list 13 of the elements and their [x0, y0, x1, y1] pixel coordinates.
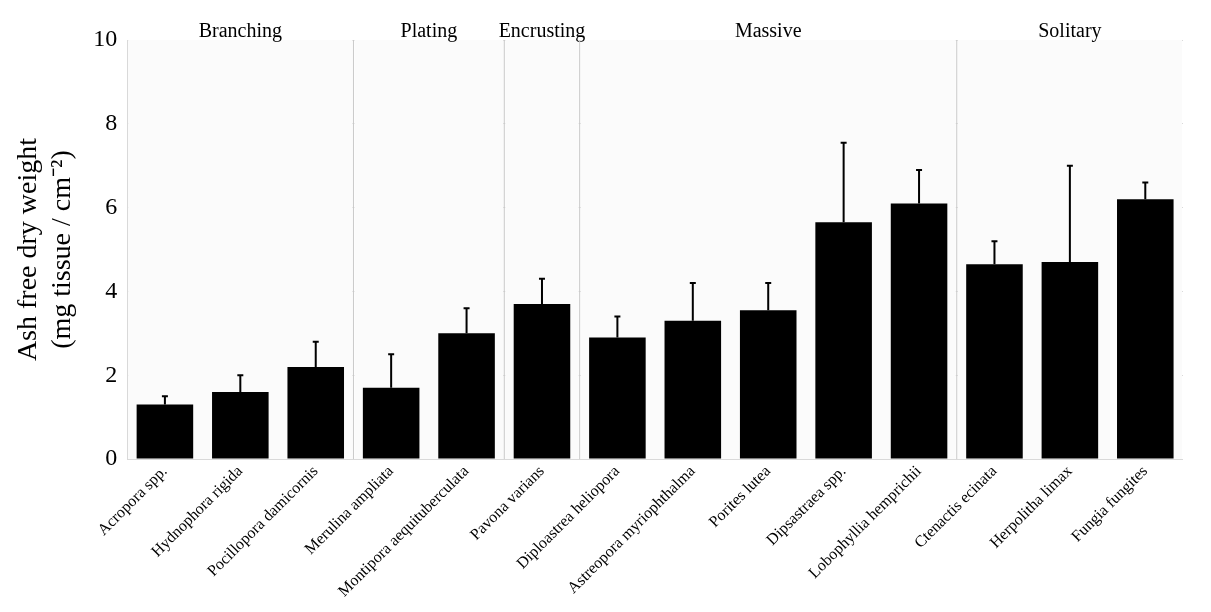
band-label: Branching [198, 19, 282, 43]
y-tick-label: 6 [105, 192, 118, 219]
text: (mg tissue / cm⁻²) [44, 150, 76, 349]
y-tick-label: 8 [105, 109, 118, 136]
band-label: Plating [400, 19, 458, 43]
band-label: Solitary [1038, 19, 1102, 43]
y-tick-label: 10 [93, 25, 118, 52]
y-tick-label: 0 [105, 444, 118, 471]
band-label: Massive [734, 19, 802, 42]
text: Ash free dry weight [11, 137, 43, 362]
y-tick-label: 2 [105, 360, 118, 387]
y-tick-label: 4 [105, 276, 118, 303]
band-label: Encrusting [498, 19, 586, 43]
